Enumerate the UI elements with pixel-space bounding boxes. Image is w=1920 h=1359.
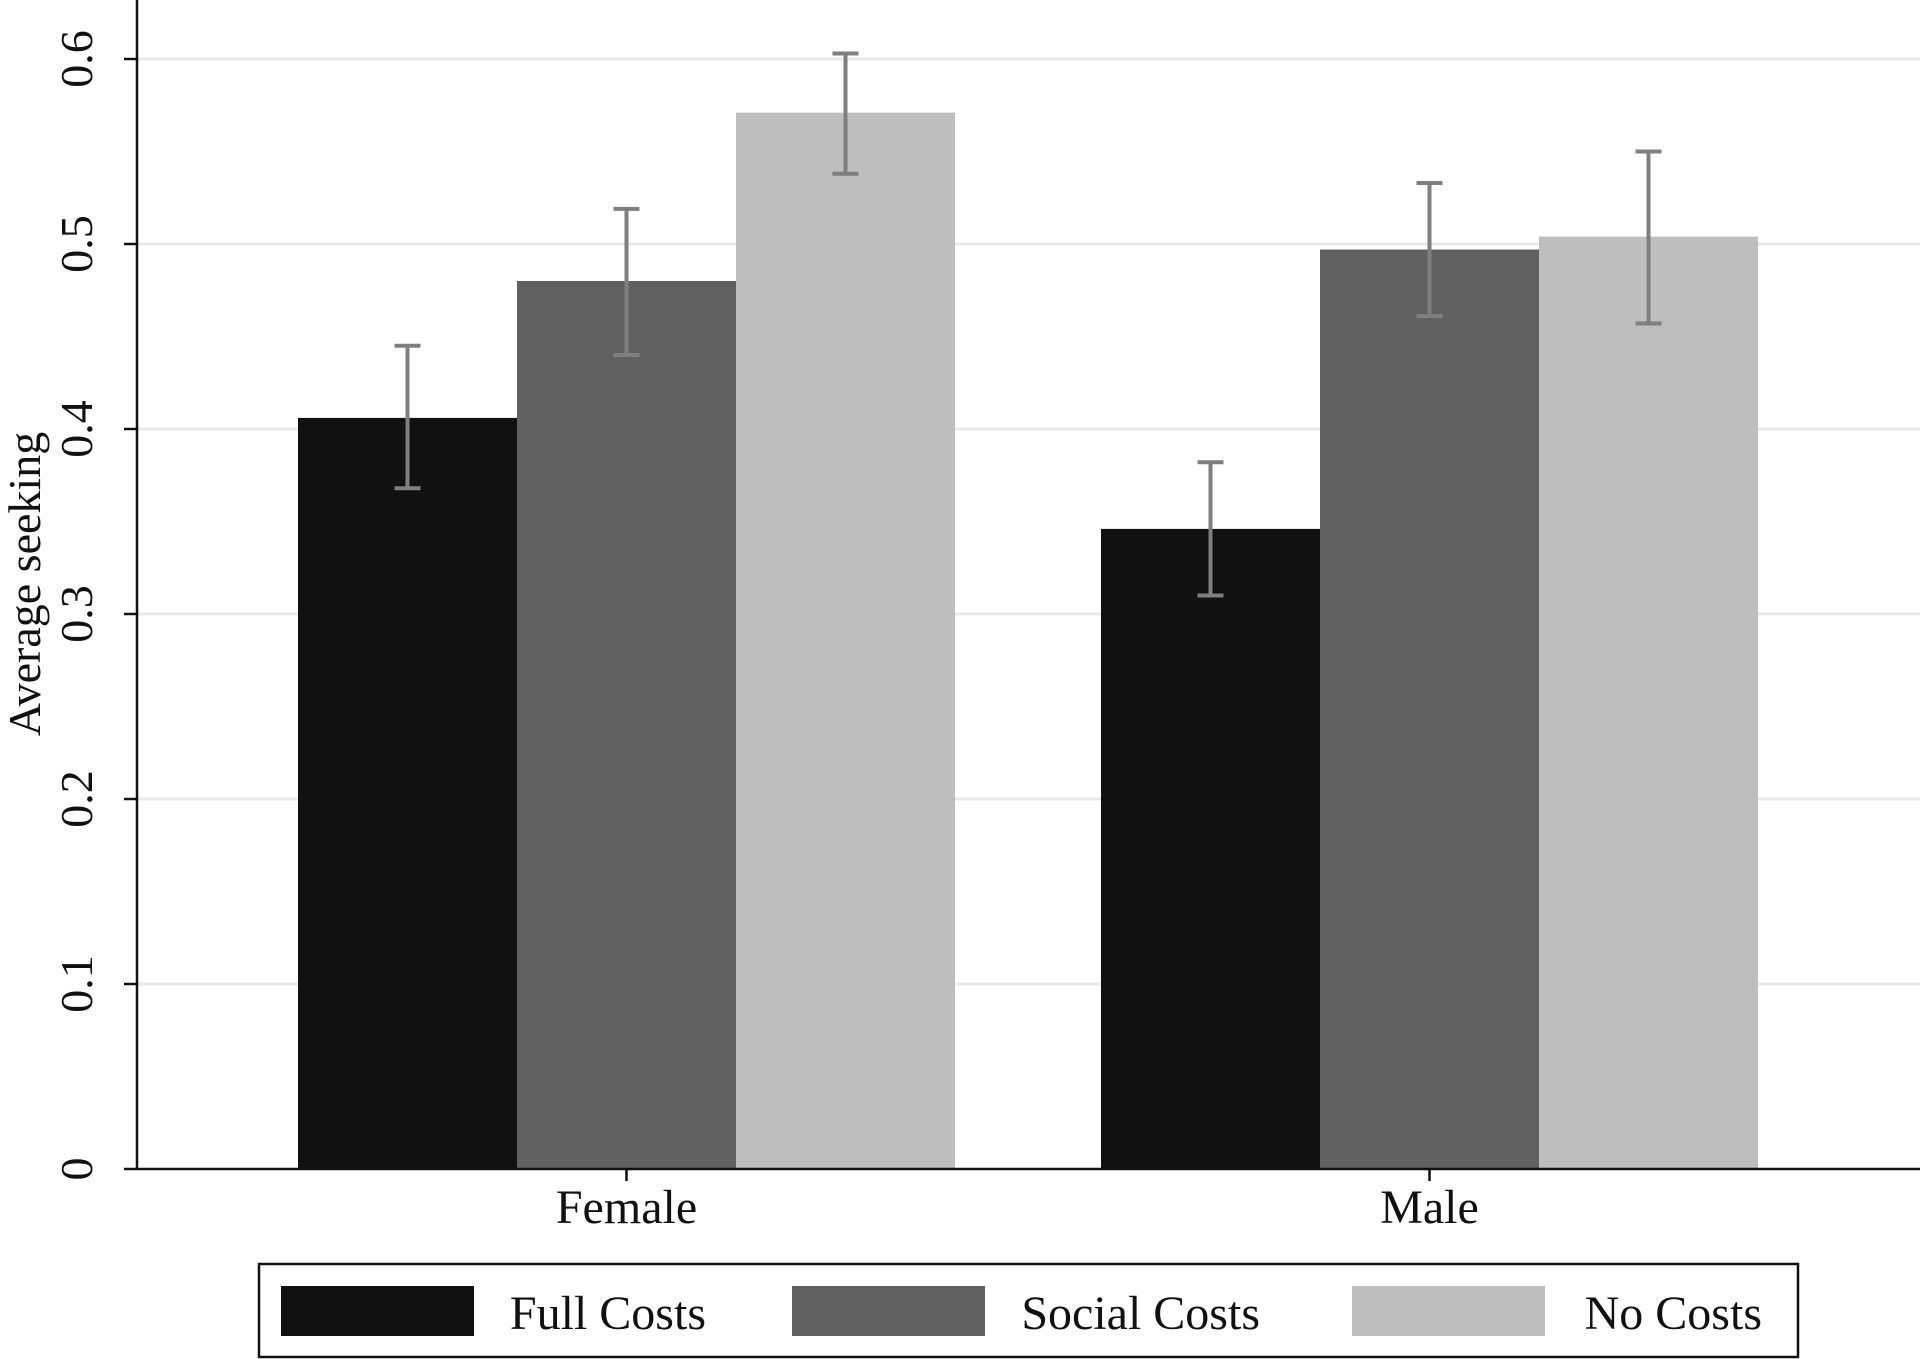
y-axis-title: Average seeking bbox=[0, 432, 50, 736]
bar-male-no-costs bbox=[1539, 236, 1758, 1170]
legend-swatch-social-costs bbox=[792, 1286, 985, 1336]
y-tick-label: 0.4 bbox=[51, 400, 102, 458]
bar-male-social-costs bbox=[1320, 249, 1539, 1170]
error-bars bbox=[394, 51, 1662, 598]
bar-female-no-costs bbox=[736, 112, 955, 1169]
category-labels: Female Male bbox=[556, 1169, 1479, 1234]
legend-label: Full Costs bbox=[510, 1287, 706, 1340]
y-tick-label: 0.1 bbox=[51, 955, 102, 1013]
bar-male-full-costs bbox=[1101, 528, 1320, 1169]
bar-female-social-costs bbox=[517, 281, 736, 1169]
category-label-female: Female bbox=[556, 1181, 697, 1234]
legend-swatch-no-costs bbox=[1352, 1286, 1545, 1336]
legend-label: Social Costs bbox=[1021, 1287, 1260, 1340]
legend-swatch-full-costs bbox=[281, 1286, 474, 1336]
y-ticks: 0 0.1 0.2 0.3 0.4 0.5 0.6 bbox=[51, 30, 137, 1181]
category-label-male: Male bbox=[1380, 1181, 1479, 1234]
y-tick-label: 0.3 bbox=[51, 585, 102, 643]
legend: Full Costs Social Costs No Costs bbox=[257, 1262, 1800, 1359]
y-tick-label: 0 bbox=[51, 1158, 102, 1181]
legend-label: No Costs bbox=[1585, 1287, 1762, 1340]
bars bbox=[298, 112, 1758, 1170]
y-tick-label: 0.5 bbox=[51, 215, 102, 273]
axes bbox=[135, 0, 1920, 1171]
y-tick-label: 0.2 bbox=[51, 770, 102, 828]
y-tick-label: 0.6 bbox=[51, 30, 102, 88]
bar-female-full-costs bbox=[298, 417, 517, 1169]
